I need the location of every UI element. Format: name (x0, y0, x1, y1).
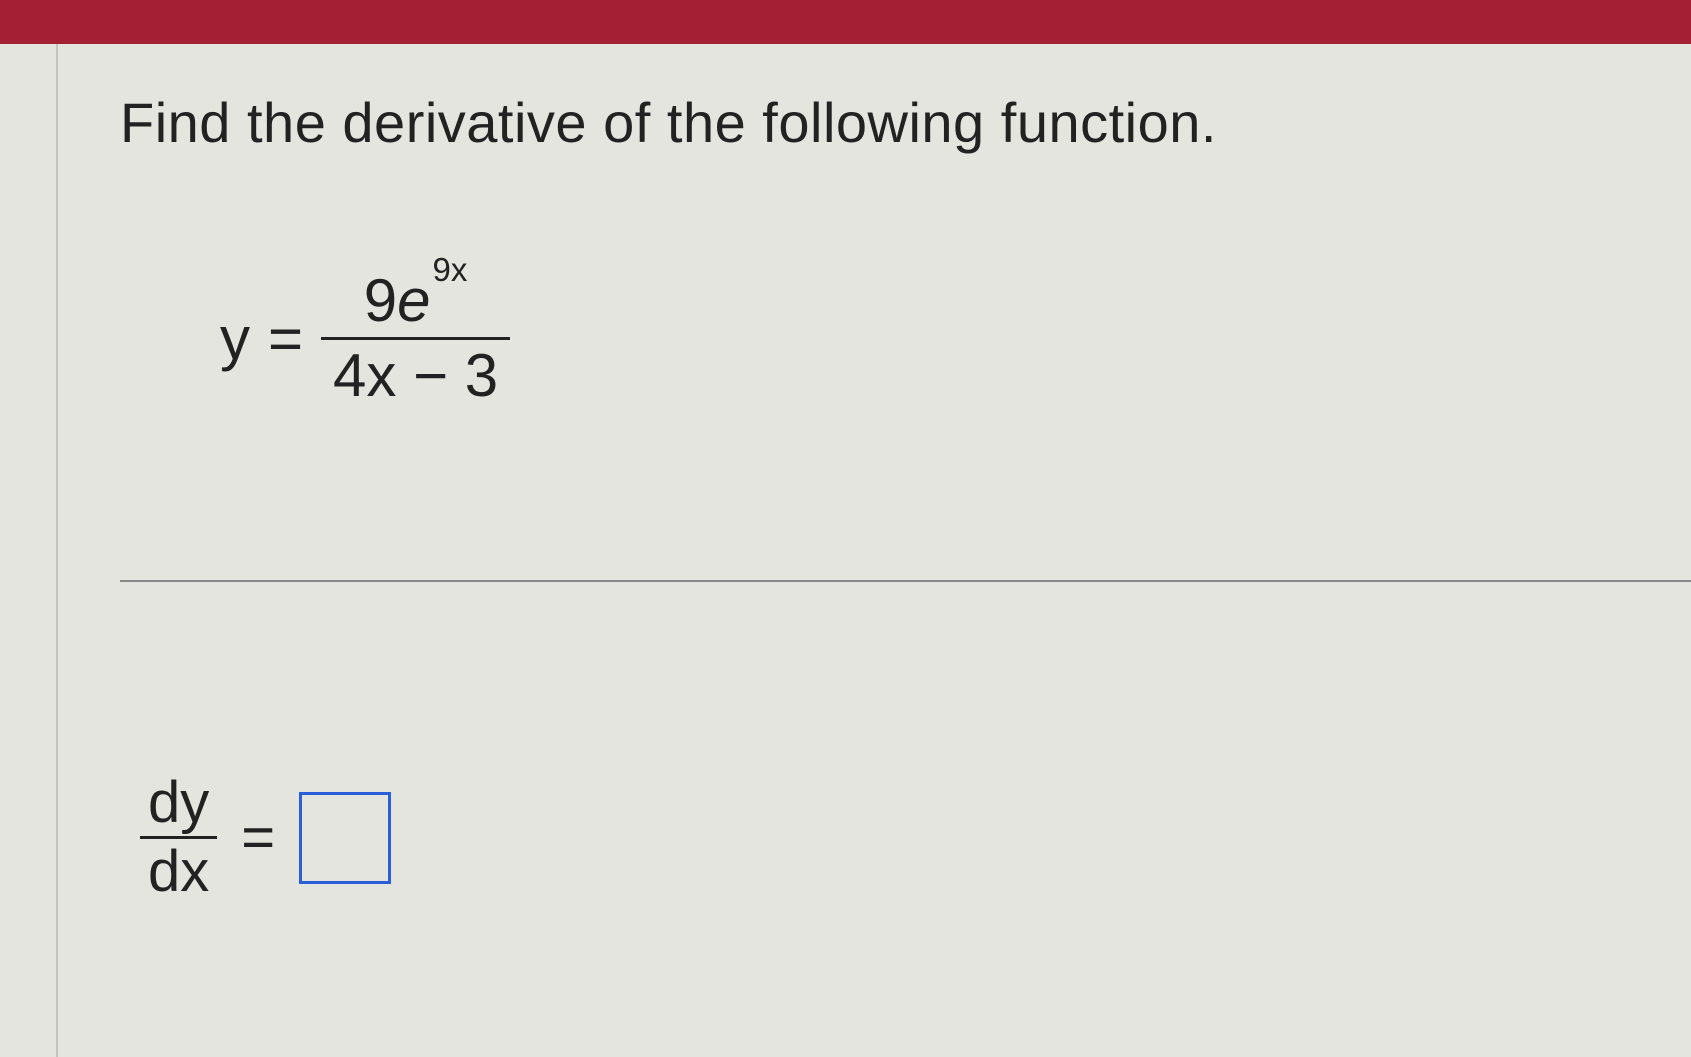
dx-label: dx (140, 839, 217, 905)
exponential: e9x (397, 271, 467, 331)
section-divider (120, 580, 1691, 582)
fraction-denominator: 4x − 3 (321, 340, 510, 412)
question-prompt: Find the derivative of the following fun… (120, 90, 1691, 155)
exp-base: e (397, 271, 430, 331)
equation-fraction: 9e9x 4x − 3 (321, 265, 510, 412)
answer-input[interactable] (299, 792, 391, 884)
answer-equals: = (241, 804, 275, 871)
left-margin-rule (56, 44, 58, 1057)
answer-row: dy dx = (140, 770, 391, 905)
header-bar (0, 0, 1691, 44)
equation-lhs: y (220, 304, 250, 373)
question-content: Find the derivative of the following fun… (120, 90, 1691, 412)
numerator-coeff: 9 (364, 267, 397, 334)
derivative-symbol: dy dx (140, 770, 217, 905)
equals-sign: = (268, 304, 303, 373)
fraction-numerator: 9e9x (352, 265, 480, 337)
dy-label: dy (140, 770, 217, 836)
equation: y = 9e9x 4x − 3 (220, 265, 1691, 412)
exp-superscript: 9x (433, 253, 468, 286)
